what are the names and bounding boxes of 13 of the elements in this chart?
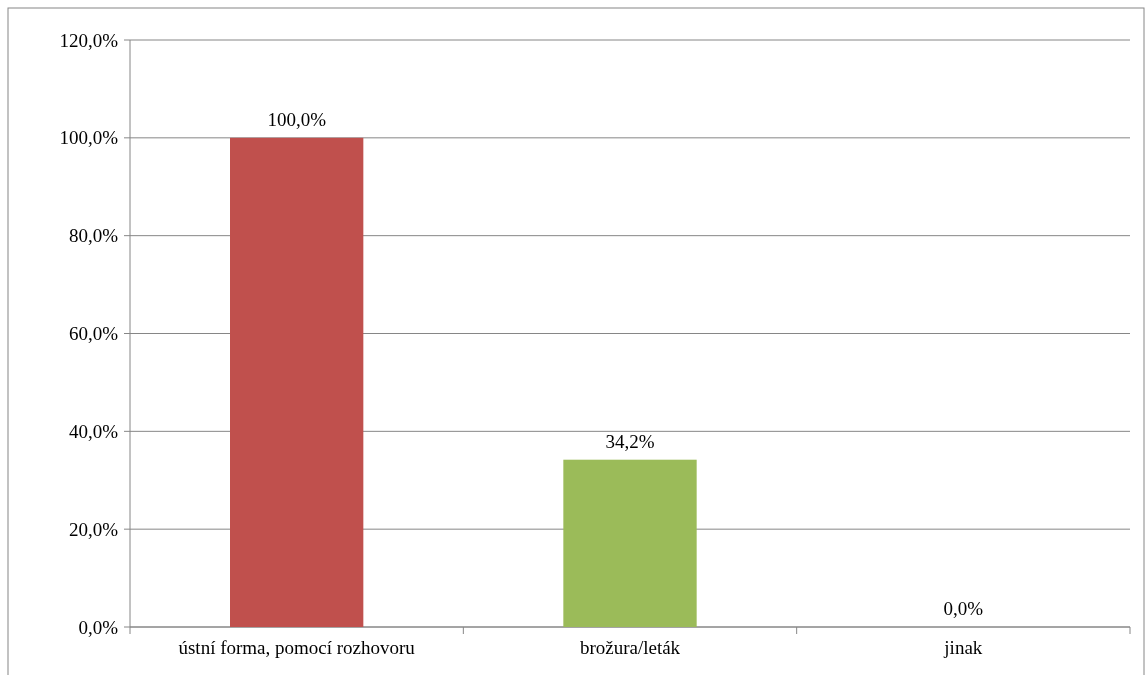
x-tick-label: brožura/leták [579, 637, 681, 658]
y-tick-label: 80,0% [68, 225, 119, 247]
y-tick-label: 100,0% [59, 127, 119, 149]
y-tick-label: 40,0% [68, 420, 119, 442]
y-tick-label: 20,0% [68, 518, 119, 540]
y-tick-label: 120,0% [59, 29, 119, 51]
data-label: 100,0% [267, 108, 327, 130]
x-tick-label: jinak [943, 637, 983, 658]
y-tick-label: 60,0% [68, 323, 119, 345]
data-label: 0,0% [943, 598, 984, 619]
data-label: 34,2% [605, 430, 655, 452]
y-tick-label: 0,0% [78, 616, 119, 638]
x-tick-label: ústní forma, pomocí rozhovoru [178, 637, 416, 658]
